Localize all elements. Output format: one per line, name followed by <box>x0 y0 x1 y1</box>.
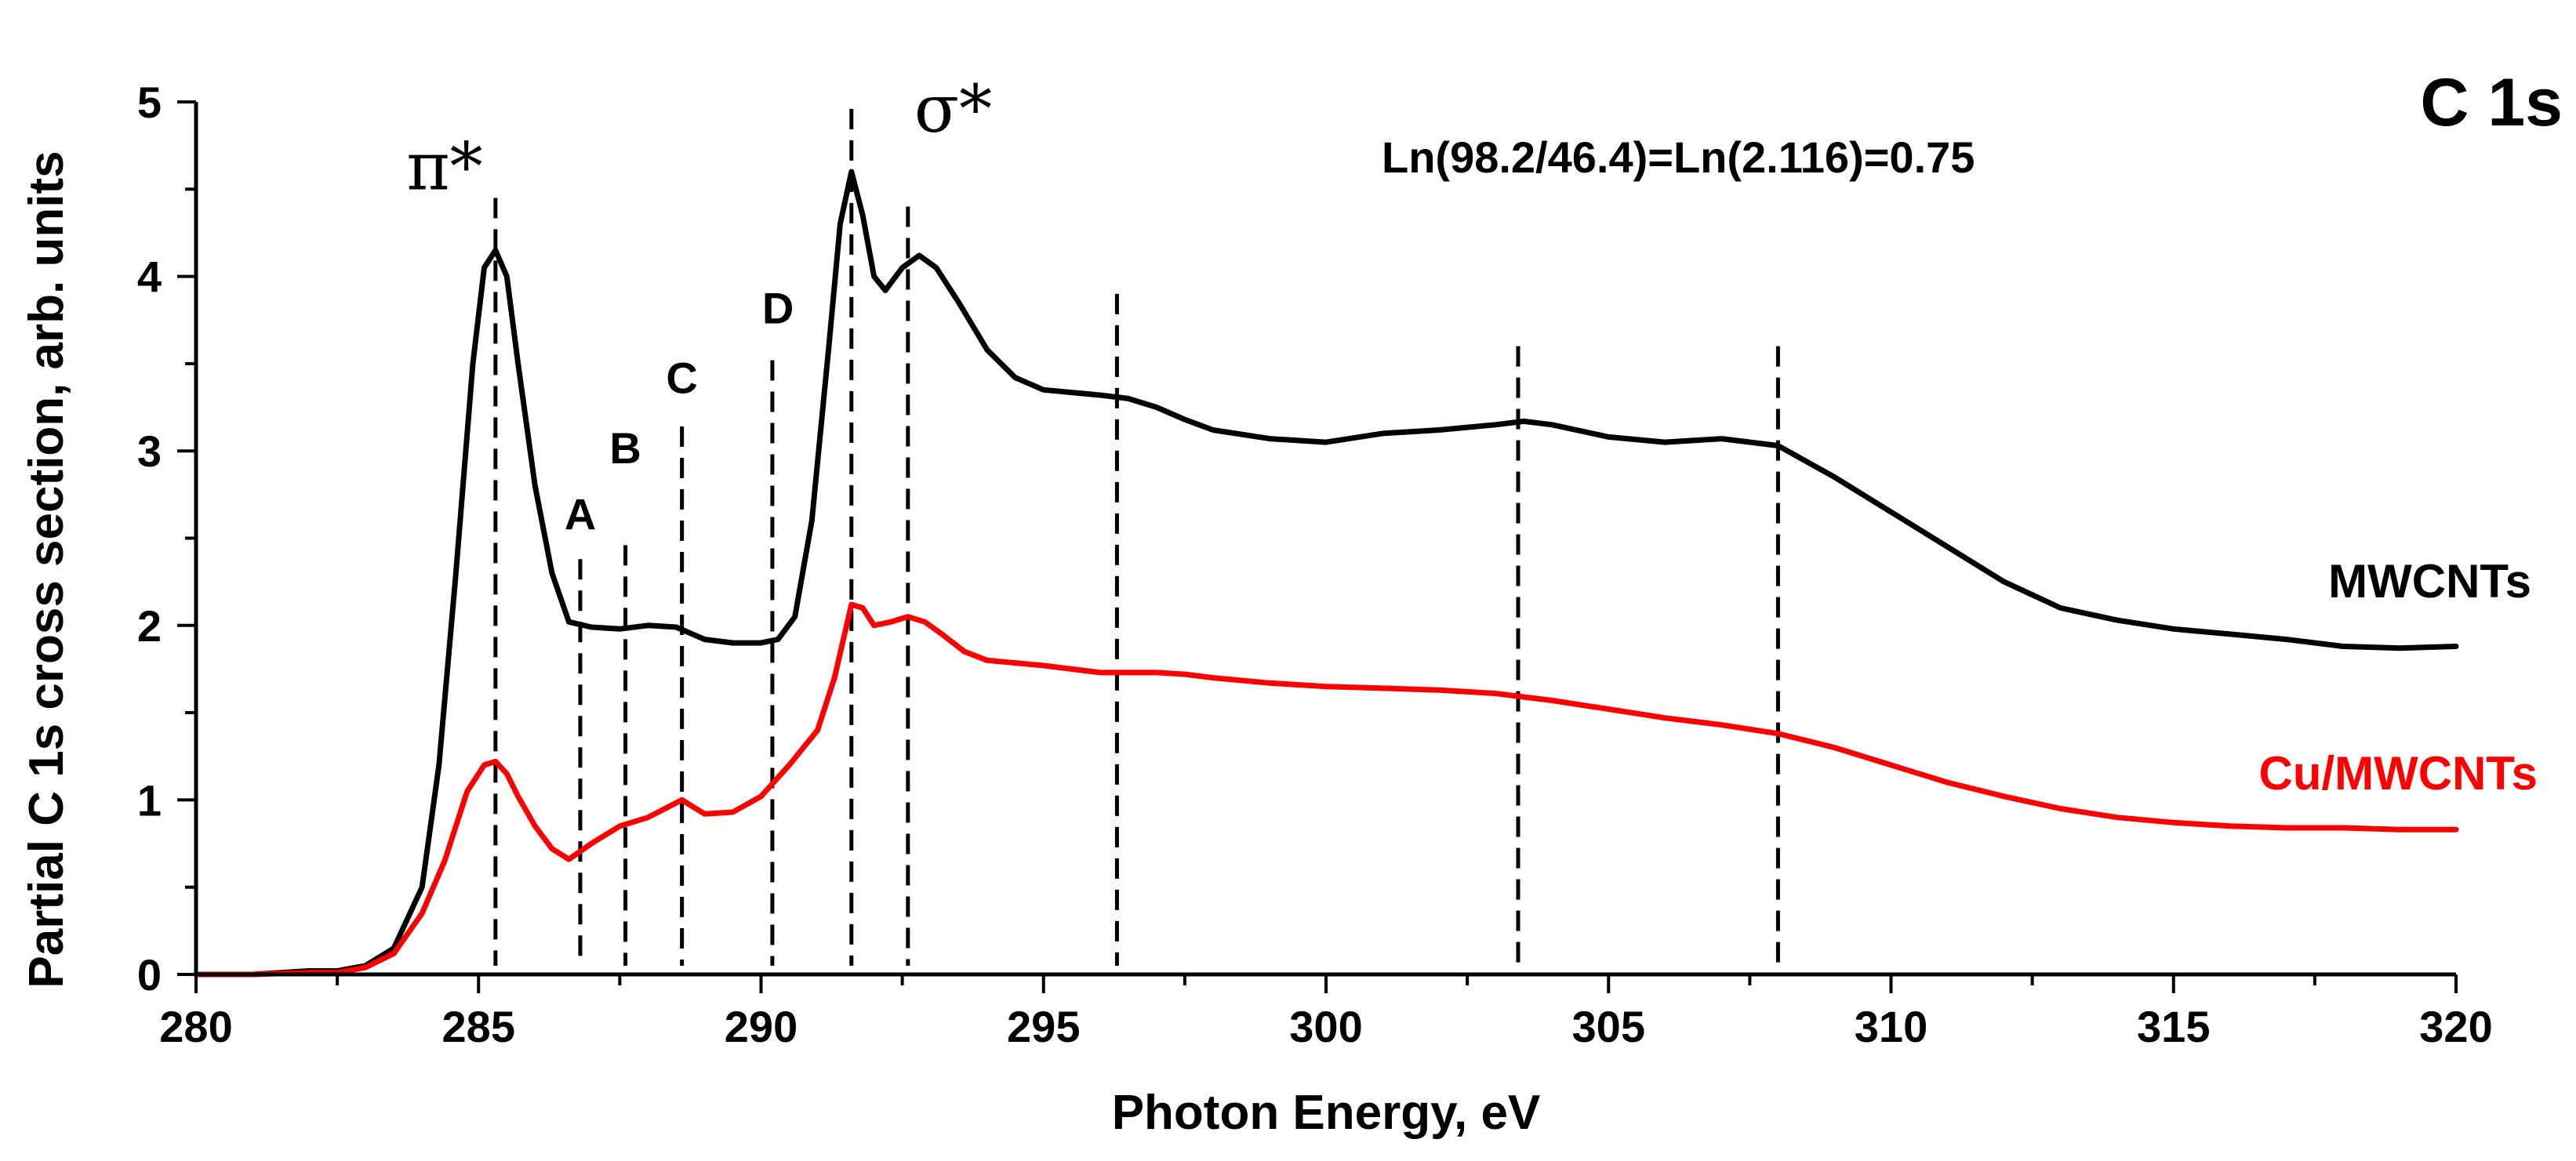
x-axis-title: Photon Energy, eV <box>1112 1086 1541 1140</box>
x-tick-label: 295 <box>1007 1002 1080 1051</box>
peak-label: D <box>762 284 794 333</box>
series-label-cu-mwcnts: Cu/MWCNTs <box>2259 747 2538 800</box>
y-tick-label: 1 <box>137 775 162 825</box>
x-tick-label: 305 <box>1572 1002 1645 1051</box>
y-axis-title: Partial C 1s cross section, arb. units <box>20 151 74 988</box>
panel-title: C 1s <box>2420 65 2563 140</box>
x-tick-label: 310 <box>1855 1002 1927 1051</box>
peak-labels: π* ABC Dσ* <box>406 71 992 539</box>
x-tick-label: 315 <box>2137 1002 2210 1051</box>
axis-ticks: 280 285 290 295 300 305 310 315 320 0 1 2 3 4 5 <box>137 78 2493 1051</box>
series-line-mwcnts <box>193 169 2459 978</box>
y-tick-label: 2 <box>137 601 162 651</box>
x-tick-label: 285 <box>442 1002 515 1051</box>
peak-label: π* <box>406 128 482 205</box>
y-tick-label: 5 <box>137 78 162 127</box>
y-tick-label: 0 <box>137 950 162 1000</box>
y-tick-label: 4 <box>137 252 162 302</box>
peak-label: C <box>666 354 697 403</box>
dashed-guide-lines <box>493 108 1780 966</box>
peak-label: B <box>609 423 641 473</box>
peak-label: A <box>565 489 596 539</box>
y-tick-label: 3 <box>137 426 162 476</box>
formula-annotation: Ln(98.2/46.4)=Ln(2.116)=0.75 <box>1382 132 1975 182</box>
series-layer <box>193 169 2459 978</box>
x-tick-label: 280 <box>159 1002 232 1051</box>
x-tick-label: 320 <box>2419 1002 2492 1051</box>
peak-label: σ* <box>914 71 992 147</box>
series-line-cu-mwcnts <box>193 601 2459 978</box>
x-tick-label: 300 <box>1289 1002 1362 1051</box>
x-tick-label: 290 <box>725 1002 798 1051</box>
series-label-mwcnts: MWCNTs <box>2328 555 2531 608</box>
